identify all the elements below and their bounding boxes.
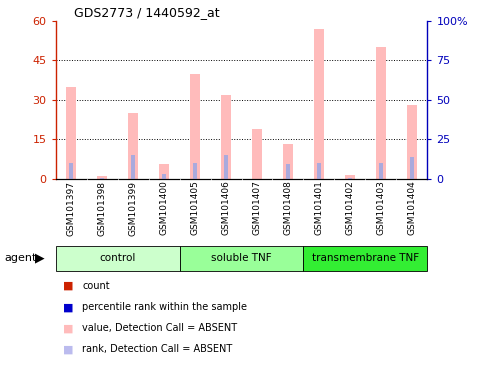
Bar [410,157,414,179]
Text: control: control [99,253,136,263]
Text: ■: ■ [63,344,73,354]
Bar [285,164,290,179]
Bar [317,163,321,179]
Bar [97,176,107,179]
Bar [344,175,355,179]
Bar [193,163,198,179]
Bar [313,29,325,179]
Bar [66,87,76,179]
Bar [99,178,104,179]
Text: GSM101400: GSM101400 [159,180,169,235]
Text: GSM101401: GSM101401 [314,180,324,235]
Text: GSM101408: GSM101408 [284,180,293,235]
Bar [221,94,231,179]
Bar [283,144,293,179]
Bar [190,74,200,179]
Bar [303,246,427,271]
Text: count: count [82,281,110,291]
Text: GDS2773 / 1440592_at: GDS2773 / 1440592_at [74,5,220,18]
Text: GSM101404: GSM101404 [408,180,416,235]
Text: ■: ■ [63,281,73,291]
Text: ■: ■ [63,323,73,333]
Bar [128,113,139,179]
Text: rank, Detection Call = ABSENT: rank, Detection Call = ABSENT [82,344,232,354]
Text: GSM101407: GSM101407 [253,180,261,235]
Text: agent: agent [5,253,37,263]
Text: value, Detection Call = ABSENT: value, Detection Call = ABSENT [82,323,237,333]
Text: transmembrane TNF: transmembrane TNF [312,253,419,263]
Bar [131,155,135,179]
Text: ■: ■ [63,302,73,312]
Text: GSM101402: GSM101402 [345,180,355,235]
Bar [180,246,303,271]
Bar [376,47,386,179]
Bar [407,105,417,179]
Bar [348,178,352,179]
Text: GSM101399: GSM101399 [128,180,138,235]
Text: GSM101403: GSM101403 [376,180,385,235]
Text: GSM101406: GSM101406 [222,180,230,235]
Bar [69,163,73,179]
Bar [162,174,166,179]
Bar [252,129,262,179]
Text: GSM101398: GSM101398 [98,180,107,235]
Bar [56,246,180,271]
Text: soluble TNF: soluble TNF [211,253,272,263]
Text: GSM101397: GSM101397 [67,180,75,235]
Bar [224,155,228,179]
Text: ▶: ▶ [35,252,44,265]
Text: GSM101405: GSM101405 [190,180,199,235]
Bar [158,164,170,179]
Text: percentile rank within the sample: percentile rank within the sample [82,302,247,312]
Bar [379,163,384,179]
